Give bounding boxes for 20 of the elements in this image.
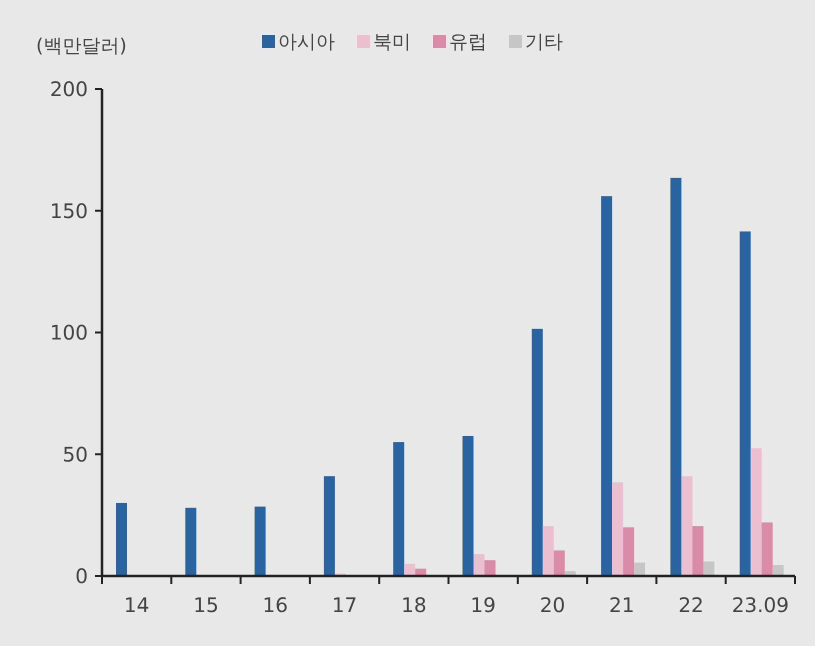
x-tick-label: 20 — [540, 593, 566, 617]
x-tick-label: 18 — [401, 593, 427, 617]
legend-label: 북미 — [373, 31, 411, 53]
x-tick-label: 17 — [332, 593, 358, 617]
x-tick-label: 16 — [262, 593, 288, 617]
y-tick-label: 200 — [50, 77, 88, 101]
x-tick-label: 19 — [470, 593, 496, 617]
y-tick-label: 50 — [62, 442, 88, 466]
y-tick-label: 100 — [50, 320, 88, 344]
x-tick-label: 21 — [609, 593, 634, 617]
x-tick-label: 22 — [678, 593, 704, 617]
legend-label: 아시아 — [278, 31, 335, 53]
y-tick-label: 0 — [75, 564, 88, 588]
x-tick-label: 15 — [193, 593, 219, 617]
legend-label: 유럽 — [449, 31, 487, 53]
y-tick-label: 150 — [50, 198, 88, 223]
legend-label: 기타 — [525, 31, 563, 53]
y-axis-title: (백만달러) — [36, 35, 127, 57]
x-tick-label: 14 — [124, 593, 150, 617]
x-tick-label: 23.09 — [732, 593, 789, 617]
